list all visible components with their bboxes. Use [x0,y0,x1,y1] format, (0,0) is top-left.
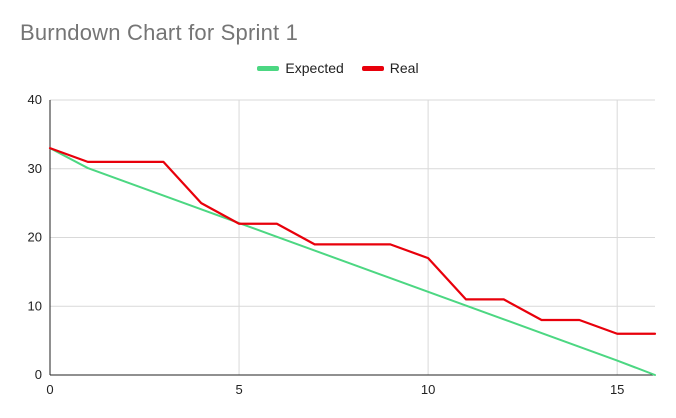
chart-title: Burndown Chart for Sprint 1 [20,20,299,45]
x-tick-label-15: 15 [610,382,624,397]
legend-swatch-expected [257,65,280,71]
x-tick-label-10: 10 [421,382,435,397]
y-tick-label-40: 40 [28,92,42,107]
series-line-real [48,147,657,335]
legend-label-real: Real [389,60,419,76]
legend-label-expected: Expected [285,60,344,76]
y-tick-label-10: 10 [28,298,42,313]
x-tick-label-5: 5 [235,382,242,397]
legend-item-expected[interactable]: Expected [257,60,344,76]
legend-item-real[interactable]: Real [361,60,419,76]
y-tick-label-30: 30 [28,161,42,176]
x-tick-label-0: 0 [46,382,53,397]
y-tick-label-0: 0 [35,367,42,382]
series-line-expected [49,147,656,376]
legend: Expected Real [0,60,676,76]
legend-swatch-real [361,65,384,71]
y-tick-label-20: 20 [28,230,42,245]
